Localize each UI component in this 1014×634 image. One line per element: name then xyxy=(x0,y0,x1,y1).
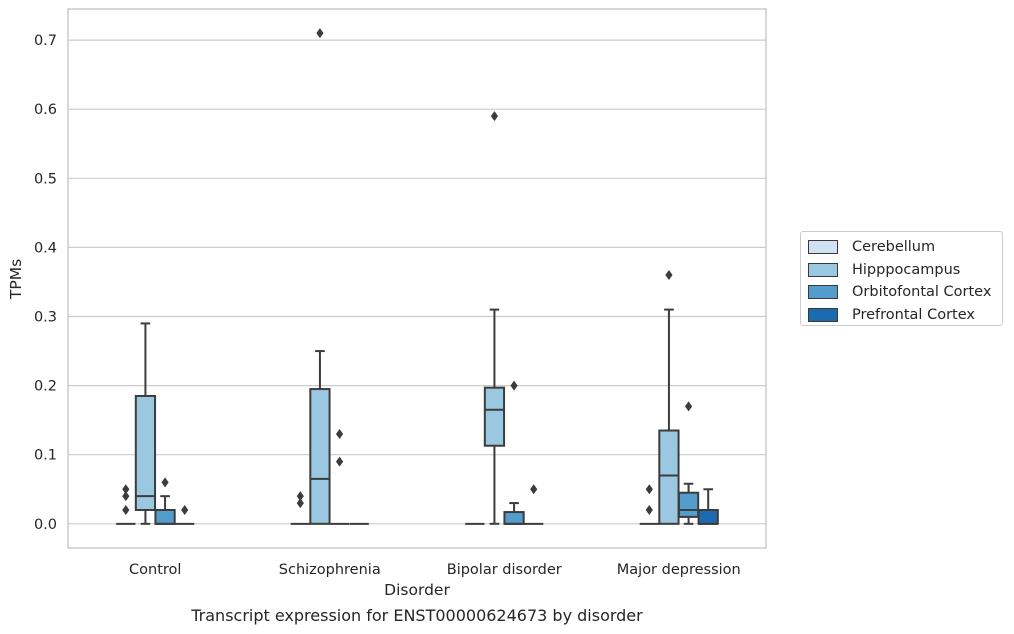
y-tick-label: 0.2 xyxy=(34,379,57,395)
y-tick-label: 0.0 xyxy=(34,517,57,533)
flier-point xyxy=(122,504,130,515)
legend-swatch xyxy=(808,285,838,300)
x-tick-label: Schizophrenia xyxy=(279,562,381,578)
x-tick-label: Bipolar disorder xyxy=(447,562,562,578)
box-body xyxy=(658,429,680,525)
box-prefrontal-cortex xyxy=(524,484,544,525)
flier-point xyxy=(316,28,324,39)
box-body xyxy=(697,508,719,525)
x-tick-label: Major depression xyxy=(617,562,741,578)
y-tick-label: 0.5 xyxy=(34,171,57,187)
legend-label: Prefrontal Cortex xyxy=(852,306,975,323)
legend-swatch xyxy=(808,262,838,277)
box-body xyxy=(677,491,700,518)
flier-point xyxy=(510,380,518,391)
flier-point xyxy=(122,491,130,502)
y-tick-label: 0.3 xyxy=(34,310,57,326)
flier-point xyxy=(161,477,169,488)
box-body xyxy=(503,511,525,525)
flier-point xyxy=(530,484,538,495)
box-hipppocampus xyxy=(483,111,506,525)
box-cerebellum xyxy=(290,491,310,525)
box-prefrontal-cortex xyxy=(175,504,195,525)
box-orbitofontal-cortex xyxy=(677,401,700,525)
x-axis-label: Disorder xyxy=(384,581,450,599)
box-body xyxy=(134,394,157,511)
box-prefrontal-cortex xyxy=(697,488,719,525)
box-cerebellum xyxy=(639,484,659,525)
legend-swatch xyxy=(808,307,838,322)
legend-label: Orbitofontal Cortex xyxy=(852,284,992,301)
flier-point xyxy=(335,428,344,439)
flier-point xyxy=(296,498,304,509)
chart-caption: Transcript expression for ENST0000062467… xyxy=(191,606,643,625)
box-hipppocampus xyxy=(309,28,331,525)
plot-frame xyxy=(67,8,767,549)
flier-point xyxy=(645,504,653,515)
box-body xyxy=(309,388,331,525)
x-axis: Control Schizophrenia Bipolar disorder Majo… xyxy=(129,562,741,578)
y-tick-label: 0.1 xyxy=(34,448,57,464)
y-axis: 0.0 0.1 0.2 0.3 0.4 0.5 0.6 0.7 xyxy=(34,33,57,533)
flier-point xyxy=(490,111,499,122)
box-body xyxy=(154,508,176,525)
legend: Cerebellum Hipppocampus Orbitofontal Corte… xyxy=(800,231,1003,326)
box-hipppocampus xyxy=(658,270,680,525)
legend-label: Hipppocampus xyxy=(852,261,961,278)
y-tick-label: 0.7 xyxy=(34,33,57,49)
flier-point xyxy=(645,484,653,495)
legend-item: Cerebellum xyxy=(808,236,1002,259)
flier-point xyxy=(122,484,130,495)
box-orbitofontal-cortex xyxy=(154,477,176,525)
legend-label: Cerebellum xyxy=(852,239,936,256)
legend-item: Orbitofontal Cortex xyxy=(808,281,1002,304)
box-body xyxy=(483,386,506,447)
box-cerebellum xyxy=(116,484,136,525)
legend-item: Prefrontal Cortex xyxy=(808,304,1002,327)
box-orbitofontal-cortex xyxy=(503,380,525,525)
grid-lines xyxy=(68,39,766,525)
flier-point xyxy=(296,491,304,502)
y-tick-label: 0.4 xyxy=(34,240,57,256)
flier-point xyxy=(665,270,673,281)
box-orbitofontal-cortex xyxy=(329,428,350,525)
flier-point xyxy=(181,504,189,515)
flier-point xyxy=(335,456,344,467)
flier-point xyxy=(684,401,693,412)
x-tick-label: Control xyxy=(129,562,181,578)
legend-swatch xyxy=(808,240,838,255)
legend-item: Hipppocampus xyxy=(808,259,1002,282)
y-axis-label: TPMs xyxy=(7,259,25,300)
box-plot-area xyxy=(116,28,719,525)
y-tick-label: 0.6 xyxy=(34,102,57,118)
box-hipppocampus xyxy=(134,322,157,525)
